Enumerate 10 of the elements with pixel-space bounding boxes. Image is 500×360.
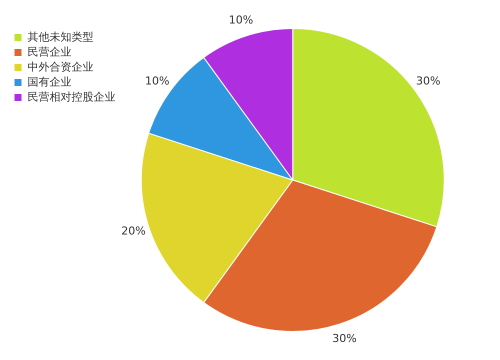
- data-label: 30%: [332, 332, 357, 346]
- legend-label: 民营企业: [28, 46, 72, 59]
- data-label: 10%: [228, 14, 254, 27]
- data-label: 30%: [416, 74, 440, 88]
- legend-label: 中外合资企业: [28, 60, 94, 74]
- legend-label: 其他未知类型: [28, 30, 94, 44]
- data-label: 10%: [145, 74, 170, 88]
- legend-label: 国有企业: [28, 76, 72, 89]
- legend-label: 民营相对控股企业: [28, 90, 116, 104]
- data-label: 20%: [121, 224, 146, 238]
